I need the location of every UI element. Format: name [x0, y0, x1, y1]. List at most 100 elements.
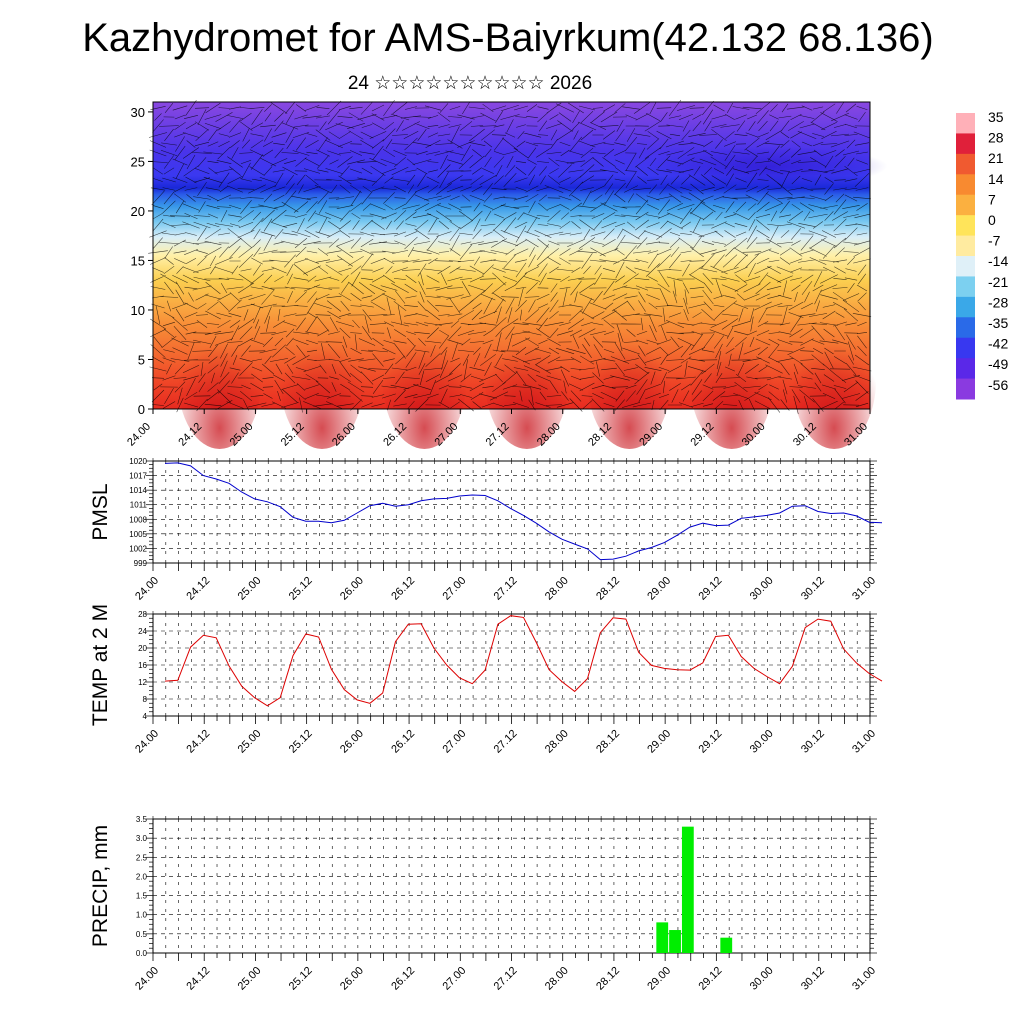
y-tick-label: 16	[138, 661, 147, 670]
colorbar-label: 35	[988, 109, 1004, 125]
y-tick-label: 12	[138, 678, 147, 687]
y-tick-label: 1017	[129, 472, 147, 481]
colorbar-swatch	[956, 235, 975, 257]
x-tick-label: 27.12	[492, 728, 520, 756]
colorbar-label: -28	[988, 294, 1008, 310]
y-tick-label: 1002	[129, 544, 147, 553]
chart-date-label: 24 ☆☆☆☆☆☆☆☆☆☆ 2026	[347, 73, 593, 94]
panel-frame	[152, 818, 871, 954]
y-tick-label: 1008	[129, 515, 147, 524]
colorbar-swatch	[956, 153, 975, 175]
x-tick-label: 25.12	[287, 728, 315, 756]
colorbar-swatch	[956, 358, 975, 380]
colorbar-swatch	[956, 256, 975, 277]
x-tick-label: 28.12	[594, 728, 622, 756]
y-tick-label: 0	[138, 402, 145, 417]
chart-title: Kazhydromet for AMS-Baiyrkum(42.132 68.1…	[82, 16, 934, 60]
x-tick-label: 29.00	[645, 575, 673, 603]
x-tick-label: 24.00	[133, 965, 161, 993]
warm-cell	[689, 309, 774, 449]
x-tick-label: 25.00	[236, 575, 264, 603]
warm-cell	[792, 309, 877, 449]
y-tick-label: 28	[138, 610, 147, 619]
colorbar-label: 0	[988, 212, 996, 228]
colorbar-swatch	[956, 317, 975, 339]
y-tick-label: 2.0	[136, 872, 148, 881]
pmsl-panel: 999 1002 1005 1008 1011 1014 1017 1020 24.00 24.1…	[89, 457, 883, 603]
y-tick-label: 20	[131, 204, 145, 219]
x-tick-label: 26.00	[338, 728, 366, 756]
y-tick-label: 1011	[130, 501, 148, 510]
colorbar-swatch	[956, 276, 975, 298]
warm-cell	[484, 309, 569, 449]
x-tick-label: 26.12	[389, 575, 417, 603]
x-tick-label: 24.00	[133, 575, 161, 603]
y-tick-label: 1.0	[136, 911, 148, 920]
y-tick-label: 2.5	[136, 853, 148, 862]
wind-vectors	[148, 99, 872, 415]
colorbar-swatch	[956, 215, 975, 237]
y-tick-label: 25	[131, 154, 145, 169]
x-tick-label: 30.12	[799, 728, 827, 756]
colorbar-swatch	[956, 194, 975, 216]
cold-core	[647, 146, 888, 187]
x-tick-label: 24.12	[184, 728, 212, 756]
x-tick-label: 27.00	[440, 965, 468, 993]
x-tick-label: 29.12	[697, 965, 725, 993]
y-axis-title: PMSL	[89, 483, 112, 540]
x-tick-label: 29.12	[697, 728, 725, 756]
x-tick-label: 26.00	[338, 965, 366, 993]
y-tick-label: 20	[138, 644, 147, 653]
x-tick-label: 28.00	[543, 575, 571, 603]
x-tick-label: 28.12	[594, 965, 622, 993]
y-tick-label: 3.0	[136, 834, 148, 843]
colorbar-swatch	[956, 378, 975, 400]
colorbar-label: 21	[988, 150, 1004, 166]
y-tick-label: 1.5	[136, 892, 148, 901]
x-tick-label: 27.00	[440, 728, 468, 756]
precip-bar	[720, 937, 733, 953]
y-tick-label: 3.5	[136, 815, 148, 824]
precip-bar	[669, 930, 681, 953]
colorbar-label: -14	[988, 253, 1008, 269]
x-tick-label: 29.00	[645, 965, 673, 993]
x-tick-label: 27.12	[492, 965, 520, 993]
colorbar-swatch	[956, 113, 975, 134]
pmsl-line	[164, 462, 883, 561]
x-tick-label: 30.12	[799, 965, 827, 993]
x-tick-label: 25.12	[287, 965, 315, 993]
colorbar-swatch	[956, 296, 975, 318]
colorbar-swatch	[956, 174, 975, 196]
x-tick-label: 27.00	[440, 575, 468, 603]
y-tick-label: 5	[138, 352, 145, 367]
x-tick-label: 28.00	[543, 728, 571, 756]
y-tick-label: 999	[134, 559, 148, 568]
x-tick-label: 26.12	[389, 728, 417, 756]
y-tick-label: 0.0	[136, 949, 148, 958]
x-tick-label: 30.00	[748, 965, 776, 993]
y-axis-title: TEMP at 2 M	[89, 604, 112, 726]
y-tick-label: 8	[143, 695, 148, 704]
y-tick-label: 10	[131, 303, 145, 318]
panel-frame	[152, 460, 871, 564]
y-tick-label: 4	[143, 712, 148, 721]
wind-arrows	[148, 99, 872, 415]
colorbar-label: 14	[988, 171, 1004, 187]
x-tick-label: 27.12	[492, 575, 520, 603]
x-tick-label: 31.00	[850, 728, 878, 756]
temp2m-line	[164, 615, 883, 707]
x-tick-label: 31.00	[850, 575, 878, 603]
y-tick-label: 24	[138, 627, 147, 636]
x-tick-label: 25.00	[236, 965, 264, 993]
y-tick-label: 30	[131, 105, 145, 120]
x-tick-label: 25.12	[287, 575, 315, 603]
colorbar-swatch	[956, 133, 975, 155]
x-tick-label: 30.12	[799, 575, 827, 603]
colorbar-label: -7	[988, 233, 1001, 249]
y-tick-label: 0.5	[136, 930, 148, 939]
colorbar-label: -21	[988, 274, 1008, 290]
colorbar-label: 7	[988, 191, 996, 207]
x-tick-label: 24.00	[125, 421, 153, 449]
